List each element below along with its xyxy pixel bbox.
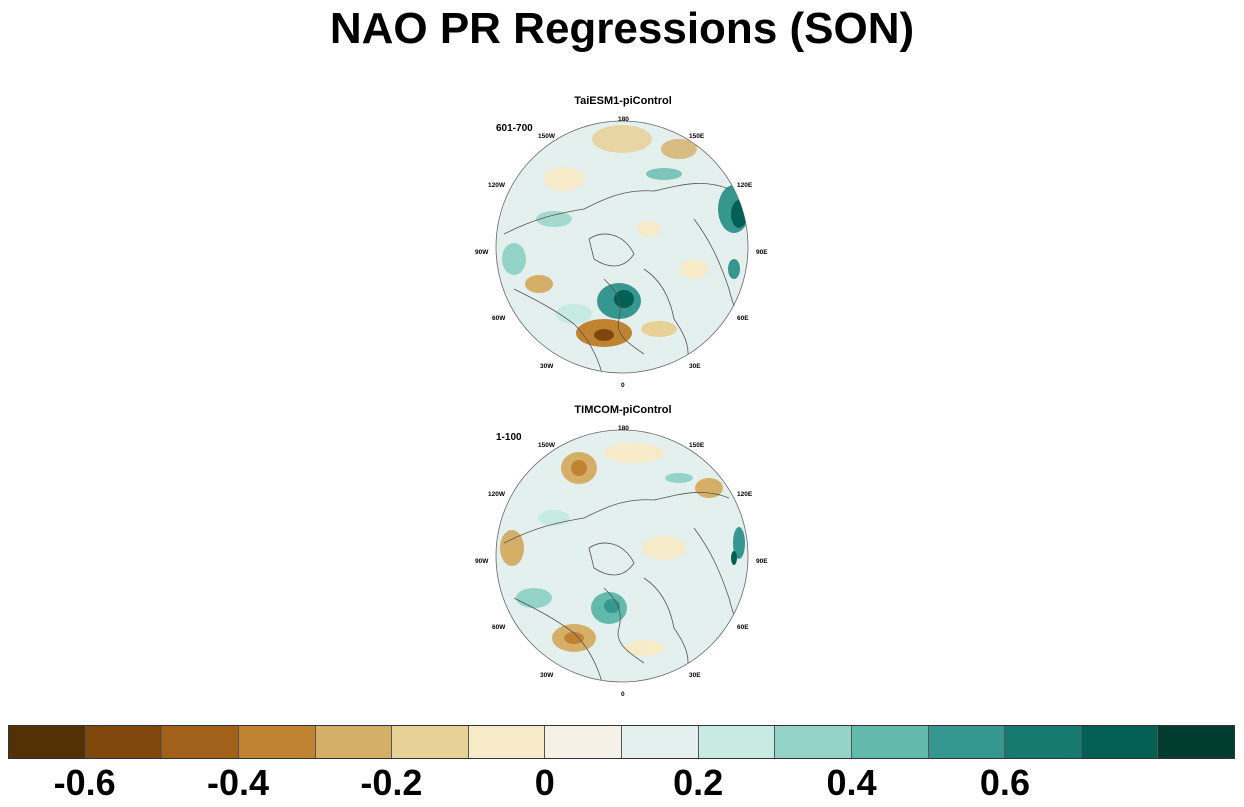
lon-label: 30E [689, 672, 701, 679]
colorbar-tick-label: 0 [534, 762, 555, 803]
lon-label: 180 [618, 425, 629, 432]
lon-label: 120W [488, 182, 505, 189]
lon-label: 90E [756, 249, 768, 256]
lon-label: 60W [492, 624, 506, 631]
lon-label: 30W [540, 672, 554, 679]
lon-label: 120W [488, 491, 505, 498]
lon-label: 150E [689, 442, 705, 449]
colorbar-box [1005, 726, 1082, 758]
colorbar-box [545, 726, 622, 758]
lon-label: 90E [756, 558, 768, 565]
year-range-label: 601-700 [496, 123, 533, 134]
lon-label: 0 [621, 382, 625, 389]
colorbar-box [775, 726, 852, 758]
panel-title: TaiESM1-piControl [574, 95, 672, 107]
lon-label: 150W [538, 442, 555, 449]
colorbar-box [622, 726, 699, 758]
lon-label: 60W [492, 315, 506, 322]
colorbar-box [698, 726, 776, 758]
colorbar-tick-label: 0.4 [826, 762, 877, 803]
colorbar-box [162, 726, 239, 758]
panel-title: TIMCOM-piControl [574, 404, 672, 416]
lon-label: 30W [540, 363, 554, 370]
lon-label: 60E [737, 315, 749, 322]
figure-title: NAO PR Regressions (SON) [329, 4, 915, 53]
lon-label: 90W [475, 249, 489, 256]
lon-label: 90W [475, 558, 489, 565]
lon-label: 180 [618, 116, 629, 123]
polar-map [495, 120, 749, 374]
lon-label: 150W [538, 133, 555, 140]
colorbar-box [1081, 726, 1159, 758]
colorbar-tick-label: 0.2 [673, 762, 724, 803]
colorbar-tick-label: -0.6 [53, 762, 116, 803]
year-range-label: 1-100 [496, 432, 522, 443]
colorbar-tick-label: -0.4 [207, 762, 270, 803]
colorbar [8, 725, 1235, 759]
colorbar-box [928, 726, 1006, 758]
colorbar-box [851, 726, 929, 758]
colorbar-box [85, 726, 163, 758]
lon-label: 30E [689, 363, 701, 370]
lon-label: 120E [737, 491, 753, 498]
lon-label: 60E [737, 624, 749, 631]
colorbar-tick-label: 0.6 [979, 762, 1030, 803]
colorbar-box [315, 726, 393, 758]
colorbar-box [238, 726, 316, 758]
lon-label: 120E [737, 182, 753, 189]
colorbar-box [468, 726, 546, 758]
polar-map [495, 429, 749, 683]
map-panel-timcom: TIMCOM-piControl 1-100 [470, 404, 770, 714]
lon-label: 150E [689, 133, 705, 140]
colorbar-tick-label: -0.2 [360, 762, 423, 803]
colorbar-box [9, 726, 86, 758]
map-panel-taiesm1: TaiESM1-piControl 601-700 [470, 95, 770, 405]
colorbar-box [1158, 726, 1234, 758]
colorbar-box [392, 726, 469, 758]
lon-label: 0 [621, 691, 625, 698]
